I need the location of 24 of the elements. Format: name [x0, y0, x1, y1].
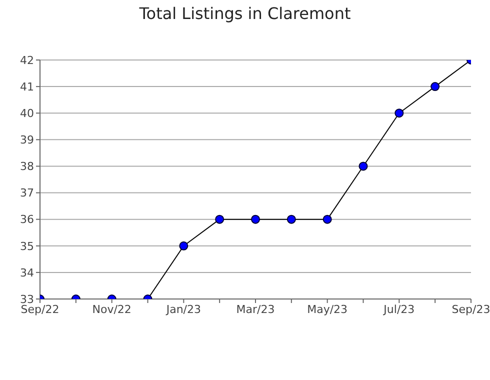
point	[251, 214, 260, 224]
x-tick-label: Mar/23	[236, 302, 275, 316]
point	[358, 162, 368, 171]
point	[322, 214, 332, 224]
y-tick-label: 35	[20, 240, 34, 253]
x-tick-label: Jul/23	[382, 302, 415, 316]
point	[394, 108, 404, 118]
y-tick-label: 41	[20, 80, 34, 94]
y-tick-label: 36	[20, 213, 34, 226]
y-tick-label: 39	[20, 134, 34, 147]
point	[179, 241, 188, 250]
chart-title: Total Listings in Claremont	[138, 4, 352, 23]
y-tick-label: 34	[20, 266, 34, 280]
x-tick-label: May/23	[307, 302, 348, 316]
y-tick-label: 42	[20, 54, 34, 67]
y-tick-label: 40	[20, 107, 34, 120]
y-tick-label: 37	[20, 186, 34, 200]
point	[286, 214, 296, 224]
x-tick-label: Nov/22	[92, 302, 132, 316]
y-tick-label: 38	[20, 160, 34, 174]
point	[430, 82, 440, 92]
x-tick-label: Jan/23	[165, 302, 202, 316]
x-tick-label: Sep/23	[452, 302, 490, 316]
point	[215, 214, 224, 224]
